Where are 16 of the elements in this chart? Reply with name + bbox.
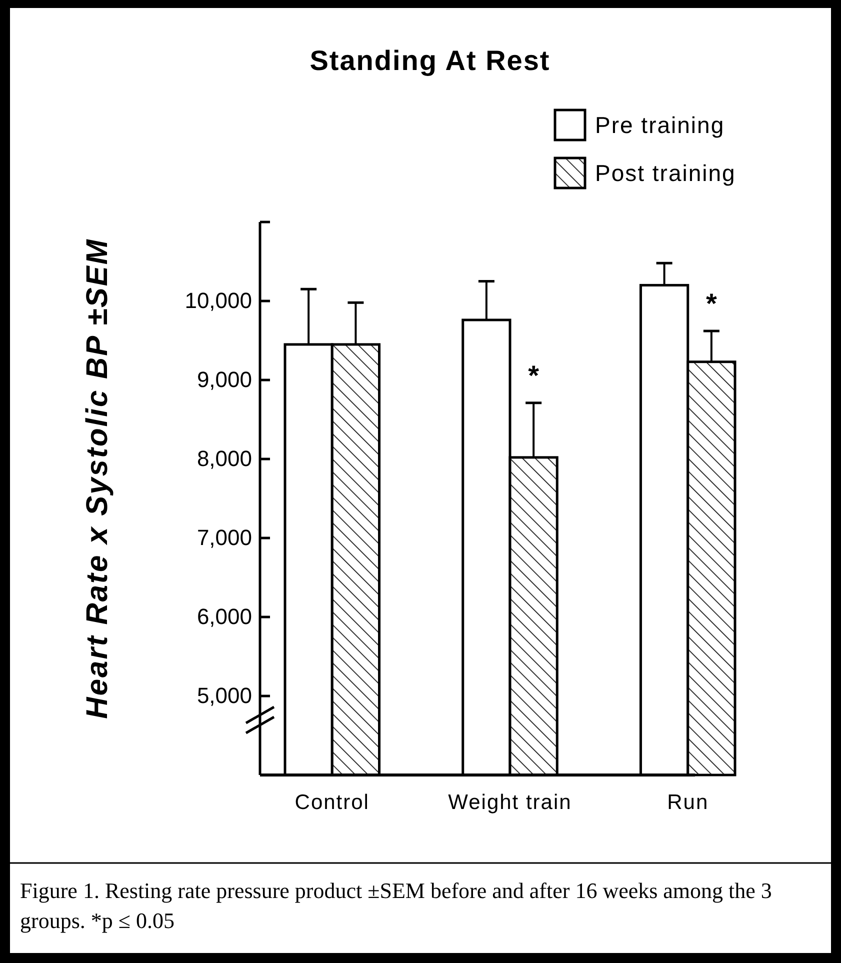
y-axis-title: Heart Rate x Systolic BP ±SEM (81, 238, 114, 719)
caption: Figure 1. Resting rate pressure product ±SEM before and after 16 weeks among the 3 groups. *p ≤ 0.05 (20, 878, 772, 933)
chart-title: Standing At Rest (310, 45, 550, 76)
y-tick-label: 5,000 (196, 683, 252, 708)
x-tick-label: Run (667, 791, 709, 814)
y-tick-label: 10,000 (184, 288, 252, 314)
legend-label: Post training (595, 160, 736, 186)
legend-label: Pre training (595, 112, 725, 138)
annotation: * (706, 288, 717, 320)
x-tick-label: Control (294, 791, 370, 814)
y-tick-label: 8,000 (196, 446, 252, 472)
annotation: * (528, 360, 540, 391)
y-tick-label: 7,000 (196, 525, 252, 550)
y-tick-label: 6,000 (196, 604, 252, 630)
y-tick-label: 9,000 (196, 367, 252, 392)
x-tick-label: Weight train (448, 791, 572, 814)
